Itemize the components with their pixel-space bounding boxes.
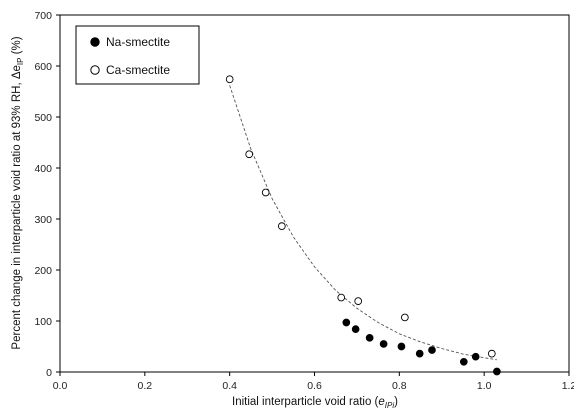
data-point-ca-smectite bbox=[337, 293, 346, 302]
y-tick-label: 400 bbox=[34, 163, 52, 175]
data-point-na-smectite bbox=[471, 352, 480, 361]
data-point-na-smectite bbox=[379, 340, 388, 348]
y-axis-title: Percent change in interparticle void rat… bbox=[11, 36, 25, 349]
data-point-na-smectite bbox=[397, 342, 406, 351]
data-point-ca-smectite bbox=[225, 75, 234, 84]
legend: Na-smectite Ca-smectite bbox=[75, 25, 200, 85]
x-axis-title-subscript: IPi bbox=[385, 401, 395, 410]
data-point-na-smectite bbox=[342, 318, 351, 327]
data-point-na-smectite bbox=[459, 357, 468, 366]
y-tick-label: 500 bbox=[34, 112, 52, 124]
y-tick-label: 200 bbox=[34, 265, 52, 277]
legend-label-ca-smectite: Ca-smectite bbox=[106, 63, 170, 77]
x-tick-label: 1.2 bbox=[562, 380, 574, 392]
trendline bbox=[229, 85, 497, 361]
x-axis-title-symbol: e bbox=[378, 396, 384, 408]
data-point-na-smectite bbox=[415, 349, 424, 358]
ticks-layer: 0.0 0.2 0.4 0.6 0.8 1.0 1.2 0 100 200 300 400 500 600… bbox=[34, 10, 574, 392]
y-tick-label: 300 bbox=[34, 214, 52, 226]
data-point-na-smectite bbox=[493, 367, 501, 376]
data-point-ca-smectite bbox=[245, 150, 254, 159]
legend-marker-ca-smectite bbox=[90, 65, 100, 75]
legend-label-na-smectite: Na-smectite bbox=[106, 35, 170, 49]
data-point-na-smectite bbox=[428, 346, 436, 354]
y-tick-label: 100 bbox=[34, 316, 52, 328]
x-tick-label: 0.2 bbox=[138, 380, 153, 392]
x-tick-label: 0.6 bbox=[307, 380, 322, 392]
data-point-ca-smectite bbox=[400, 313, 409, 322]
data-point-na-smectite bbox=[365, 333, 374, 342]
x-tick-label: 1.0 bbox=[477, 380, 492, 392]
data-point-na-smectite bbox=[351, 325, 360, 334]
y-tick-label: 600 bbox=[34, 61, 52, 73]
y-axis-title-end: (%) bbox=[11, 36, 23, 57]
x-tick-label: 0.8 bbox=[392, 380, 407, 392]
data-point-ca-smectite bbox=[261, 188, 270, 197]
y-tick-label: 700 bbox=[34, 10, 52, 22]
y-axis-title-subscript: IP bbox=[16, 58, 25, 66]
x-axis-title-end: ) bbox=[394, 396, 398, 408]
data-point-ca-smectite bbox=[354, 297, 363, 305]
legend-marker-na-smectite bbox=[90, 37, 100, 47]
points-layer bbox=[225, 75, 501, 376]
data-point-ca-smectite bbox=[277, 222, 286, 230]
x-tick-label: 0.4 bbox=[222, 380, 237, 392]
data-point-ca-smectite bbox=[487, 349, 496, 358]
trendline-layer bbox=[229, 85, 497, 361]
x-axis-title-text: Initial interparticle void ratio ( bbox=[232, 396, 379, 408]
y-tick-label: 0 bbox=[46, 367, 52, 379]
x-axis-title: Initial interparticle void ratio (eIPi) bbox=[232, 396, 398, 410]
y-axis-title-text: Percent change in interparticle void rat… bbox=[11, 65, 23, 349]
x-tick-label: 0.0 bbox=[53, 380, 68, 392]
